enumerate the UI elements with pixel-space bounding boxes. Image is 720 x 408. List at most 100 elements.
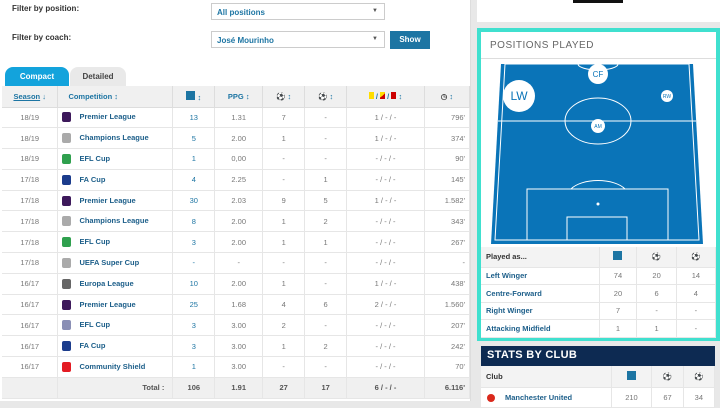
total-goals: 27 [262,377,306,399]
cell-competition[interactable]: Premier League [57,107,174,129]
cell-apps[interactable]: 3 [172,231,216,254]
stats-table: Season ↓ Competition ↕ ↕ PPG ↕ ⚽ ↕ ⚽ ↕ /… [2,86,471,399]
sort-appearances[interactable]: ↕ [172,86,216,108]
cell-competition[interactable]: EFL Cup [57,314,174,337]
position-stat: 14 [676,267,717,285]
cell-ppg: 2.00 [214,273,264,295]
position-row: Attacking Midfield 1 1- [481,319,717,338]
total-assists: 17 [304,377,348,399]
sort-season[interactable]: Season ↓ [2,86,59,108]
competition-logo-icon [62,361,72,372]
position-stat: 20 [636,267,677,285]
tab-compact[interactable]: Compact [5,67,69,86]
cell-competition[interactable]: Community Shield [57,356,174,378]
sort-cards[interactable]: / / ↕ [346,86,425,108]
competition-logo-icon [62,320,72,331]
cell-competition[interactable]: Europa League [57,273,174,295]
cell-ppg: 2.00 [214,127,264,150]
cell-minutes: - [424,252,471,274]
cell-apps[interactable]: - [172,252,216,274]
table-row: 16/17 EFL Cup 3 3.00 2- - / - / -207' [2,314,471,337]
cell-competition[interactable]: Champions League [57,127,174,150]
cell-apps[interactable]: 25 [172,294,216,316]
goal-ball-icon: ⚽ [651,252,662,262]
competition-logo-icon [62,174,72,185]
cell-ppg: 3.00 [214,314,264,337]
position-select-value: All positions [217,8,265,17]
cell-goals: 2 [262,314,306,337]
sort-minutes[interactable]: ◷ ↕ [424,86,471,108]
cell-assists: 6 [304,294,348,316]
position-name[interactable]: Left Winger [481,267,600,285]
competition-logo-icon [62,112,72,123]
cell-ppg: 2.03 [214,190,264,212]
cell-season: 17/18 [2,190,59,212]
position-marker-label: CF [593,70,604,79]
sort-competition[interactable]: Competition ↕ [57,86,174,108]
cell-apps[interactable]: 3 [172,335,216,358]
cell-competition[interactable]: EFL Cup [57,231,174,254]
tab-detailed[interactable]: Detailed [70,67,126,86]
stats-by-club-title: STATS BY CLUB [481,346,715,366]
cell-ppg: 2.00 [214,210,264,233]
cell-assists: - [304,356,348,378]
cell-apps[interactable]: 1 [172,356,216,378]
position-row: Right Winger 7- - [481,302,717,320]
position-select[interactable]: All positions ▼ [211,3,385,20]
table-row: 16/17 Premier League 25 1.68 4 6 2 / - / -1.56… [2,294,471,316]
cell-season: 16/17 [2,356,59,378]
cell-ppg: 2.00 [214,231,264,254]
cell-competition[interactable]: FA Cup [57,335,174,358]
positions-title: POSITIONS PLAYED [481,32,716,59]
cell-apps[interactable]: 4 [172,169,216,191]
cell-competition[interactable]: FA Cup [57,169,174,191]
cell-apps[interactable]: 13 [172,107,216,129]
cell-apps[interactable]: 1 [172,148,216,170]
cell-apps[interactable]: 5 [172,127,216,150]
sort-assists[interactable]: ⚽ ↕ [304,86,348,108]
cell-minutes: 207' [424,314,471,337]
competition-logo-icon [62,154,72,164]
cell-season: 17/18 [2,252,59,274]
club-goals: 67 [651,387,684,408]
club-name-link[interactable]: Manchester United [505,392,573,402]
pitch: LW CF RW AM [491,64,703,244]
cell-minutes: 267' [424,231,471,254]
coach-select[interactable]: José Mourinho ▼ [211,31,385,48]
cell-goals: 7 [262,107,306,129]
show-button[interactable]: Show [390,31,430,49]
cell-cards: 1 / - / - [346,273,425,295]
cell-competition[interactable]: UEFA Super Cup [57,252,174,274]
position-stat: 74 [599,267,638,285]
position-stat: 7 [599,302,638,320]
cell-goals: 1 [262,210,306,233]
cell-cards: - / - / - [346,314,425,337]
total-ppg: 1.91 [214,377,264,399]
cell-season: 17/18 [2,210,59,233]
cell-cards: - / - / - [346,210,425,233]
cell-competition[interactable]: Premier League [57,294,174,316]
cell-competition[interactable]: EFL Cup [57,148,174,170]
cell-assists: 5 [304,190,348,212]
cell-minutes: 1.560' [424,294,471,316]
position-stat: 1 [599,319,638,338]
position-marker-label: RW [663,94,672,100]
club-apps: 210 [611,387,653,408]
cell-apps[interactable]: 30 [172,190,216,212]
position-name[interactable]: Attacking Midfield [481,319,600,338]
position-name[interactable]: Centre-Forward [481,284,600,303]
sort-ppg[interactable]: PPG ↕ [214,86,264,108]
position-marker-label: LW [510,89,528,103]
cell-apps[interactable]: 3 [172,314,216,337]
cell-competition[interactable]: Premier League [57,190,174,212]
cell-apps[interactable]: 10 [172,273,216,295]
sort-goals[interactable]: ⚽ ↕ [262,86,306,108]
position-name[interactable]: Right Winger [481,302,600,320]
cell-apps[interactable]: 8 [172,210,216,233]
cell-assists: - [304,107,348,129]
cell-competition[interactable]: Champions League [57,210,174,233]
total-row: Total :106 1.91 27 17 6 / - / -6.116' [2,377,471,399]
assist-ball-icon: ⚽ [318,91,328,101]
appearances-icon [186,90,196,100]
cell-season: 17/18 [2,169,59,191]
